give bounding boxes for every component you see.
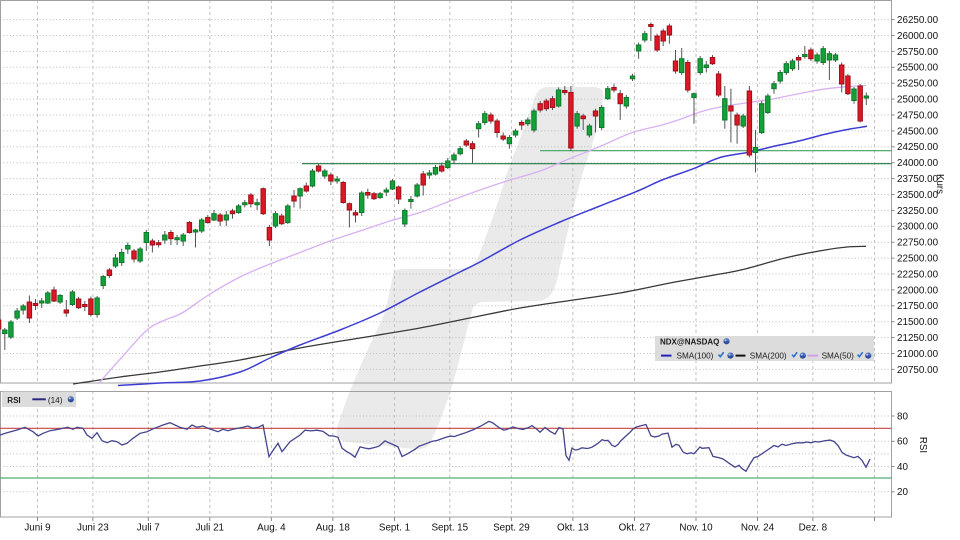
svg-text:Sept. 15: Sept. 15 (431, 523, 468, 534)
svg-text:25500.00: 25500.00 (897, 63, 939, 74)
svg-text:SMA(100): SMA(100) (677, 352, 714, 361)
svg-text:Juni 9: Juni 9 (24, 523, 51, 534)
svg-text:22500.00: 22500.00 (897, 254, 939, 265)
svg-text:Kurs: Kurs (934, 174, 945, 194)
svg-text:NDX@NASDAQ: NDX@NASDAQ (660, 338, 719, 347)
svg-text:23500.00: 23500.00 (897, 190, 939, 201)
svg-text:23250.00: 23250.00 (897, 206, 939, 217)
svg-text:Juli 21: Juli 21 (196, 523, 224, 534)
svg-text:60: 60 (897, 437, 908, 448)
svg-text:Sept. 1: Sept. 1 (379, 523, 410, 534)
svg-text:23000.00: 23000.00 (897, 222, 939, 233)
svg-text:RSI: RSI (7, 396, 20, 405)
svg-text:Okt. 27: Okt. 27 (619, 523, 651, 534)
svg-text:Nov. 24: Nov. 24 (741, 523, 775, 534)
svg-text:25250.00: 25250.00 (897, 79, 939, 90)
svg-text:40: 40 (897, 462, 908, 473)
svg-text:Juni 23: Juni 23 (77, 523, 109, 534)
svg-text:24250.00: 24250.00 (897, 142, 939, 153)
svg-text:Aug. 4: Aug. 4 (257, 523, 286, 534)
svg-text:Sept. 29: Sept. 29 (493, 523, 530, 534)
svg-text:26000.00: 26000.00 (897, 31, 939, 42)
svg-text:(14): (14) (48, 396, 63, 405)
svg-text:22000.00: 22000.00 (897, 285, 939, 296)
svg-text:24000.00: 24000.00 (897, 158, 939, 169)
svg-text:80: 80 (897, 411, 908, 422)
svg-text:RSI: RSI (917, 437, 928, 453)
svg-text:22250.00: 22250.00 (897, 269, 939, 280)
svg-text:Okt. 13: Okt. 13 (557, 523, 589, 534)
svg-text:20750.00: 20750.00 (897, 365, 939, 376)
svg-text:26250.00: 26250.00 (897, 15, 939, 26)
svg-text:Nov. 10: Nov. 10 (679, 523, 713, 534)
svg-text:SMA(50): SMA(50) (822, 352, 855, 361)
svg-text:20: 20 (897, 487, 908, 498)
svg-text:25750.00: 25750.00 (897, 47, 939, 58)
svg-text:Dez. 8: Dez. 8 (799, 523, 828, 534)
svg-text:Aug. 18: Aug. 18 (316, 523, 350, 534)
svg-text:25000.00: 25000.00 (897, 95, 939, 106)
svg-text:21750.00: 21750.00 (897, 301, 939, 312)
svg-text:24500.00: 24500.00 (897, 126, 939, 137)
svg-text:21250.00: 21250.00 (897, 333, 939, 344)
svg-text:23750.00: 23750.00 (897, 174, 939, 185)
svg-text:SMA(200): SMA(200) (750, 352, 787, 361)
svg-text:21000.00: 21000.00 (897, 349, 939, 360)
svg-text:24750.00: 24750.00 (897, 110, 939, 121)
svg-text:Juli 7: Juli 7 (137, 523, 160, 534)
svg-text:22750.00: 22750.00 (897, 238, 939, 249)
svg-text:21500.00: 21500.00 (897, 317, 939, 328)
